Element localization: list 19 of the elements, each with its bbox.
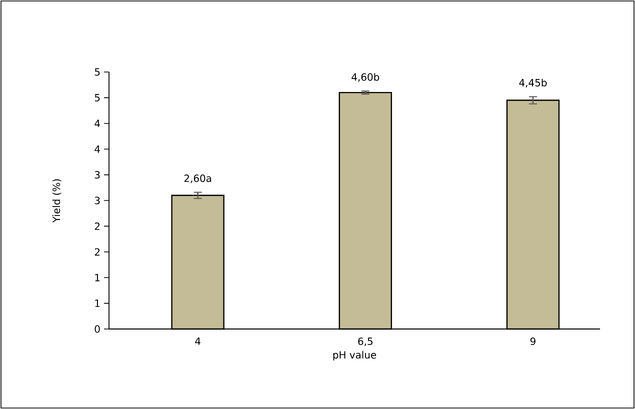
data-label: 4,45b bbox=[519, 78, 547, 88]
x-tick-label: 4 bbox=[195, 338, 200, 345]
y-tick-label: 0 bbox=[94, 325, 100, 333]
y-tick-label: 5 bbox=[94, 68, 100, 76]
x-tick-label: 9 bbox=[530, 338, 536, 346]
y-axis-title: Yield (%) bbox=[52, 179, 62, 223]
y-tick-label: 1 bbox=[95, 300, 100, 307]
y-tick-label: 4 bbox=[94, 120, 100, 128]
x-axis-title: pH value bbox=[333, 350, 376, 361]
y-tick-label: 3 bbox=[94, 171, 100, 179]
data-label: 4,60b bbox=[352, 73, 380, 82]
y-tick-label: 4 bbox=[94, 145, 100, 153]
y-tick-label: 5 bbox=[94, 94, 100, 102]
y-tick-label: 1 bbox=[95, 274, 100, 282]
y-tick-label: 2 bbox=[94, 248, 100, 256]
x-tick-label: 6,5 bbox=[358, 338, 372, 346]
y-tick-label: 3 bbox=[94, 196, 100, 204]
data-label: 2,60a bbox=[184, 174, 212, 184]
y-tick-label: 2 bbox=[94, 222, 100, 230]
